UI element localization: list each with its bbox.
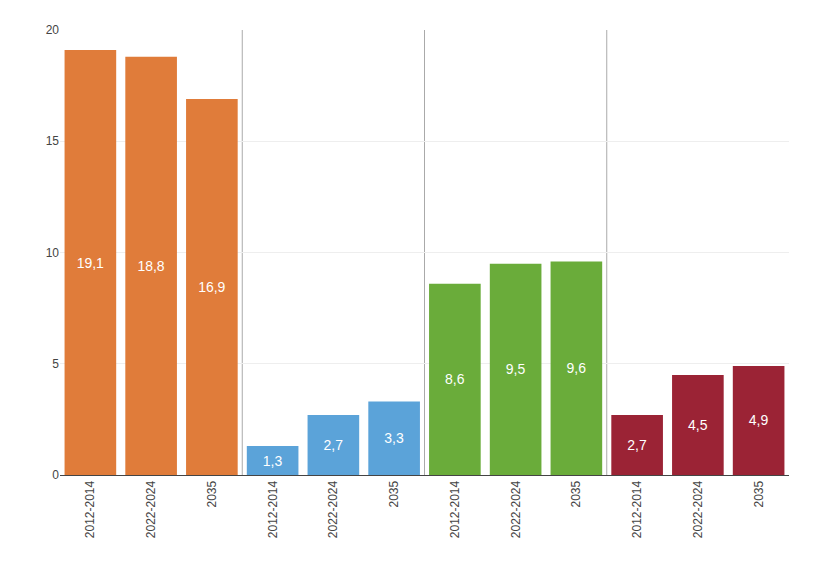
svg-text:2035: 2035 [569,480,583,507]
svg-text:2035: 2035 [205,480,219,507]
svg-text:2022-2024: 2022-2024 [144,480,158,538]
svg-text:5: 5 [52,357,59,371]
svg-text:2035: 2035 [752,480,766,507]
svg-text:3,3: 3,3 [384,430,404,446]
svg-text:10: 10 [46,246,60,260]
svg-text:2012-2014: 2012-2014 [630,480,644,538]
svg-text:2022-2024: 2022-2024 [326,480,340,538]
svg-text:16,9: 16,9 [198,279,225,295]
svg-text:19,1: 19,1 [77,255,104,271]
svg-text:18,8: 18,8 [137,258,164,274]
svg-text:2012-2014: 2012-2014 [448,480,462,538]
svg-text:2,7: 2,7 [627,437,647,453]
svg-text:2012-2014: 2012-2014 [266,480,280,538]
svg-text:2035: 2035 [387,480,401,507]
svg-text:2012-2014: 2012-2014 [83,480,97,538]
svg-text:20: 20 [46,23,60,37]
svg-text:4,9: 4,9 [749,412,769,428]
svg-text:9,5: 9,5 [506,361,526,377]
svg-text:2022-2024: 2022-2024 [691,480,705,538]
svg-text:2,7: 2,7 [324,437,344,453]
svg-text:8,6: 8,6 [445,371,465,387]
svg-text:9,6: 9,6 [567,360,587,376]
svg-text:2022-2024: 2022-2024 [509,480,523,538]
svg-text:1,3: 1,3 [263,453,283,469]
svg-text:15: 15 [46,134,60,148]
svg-text:4,5: 4,5 [688,417,708,433]
svg-text:0: 0 [52,468,59,482]
